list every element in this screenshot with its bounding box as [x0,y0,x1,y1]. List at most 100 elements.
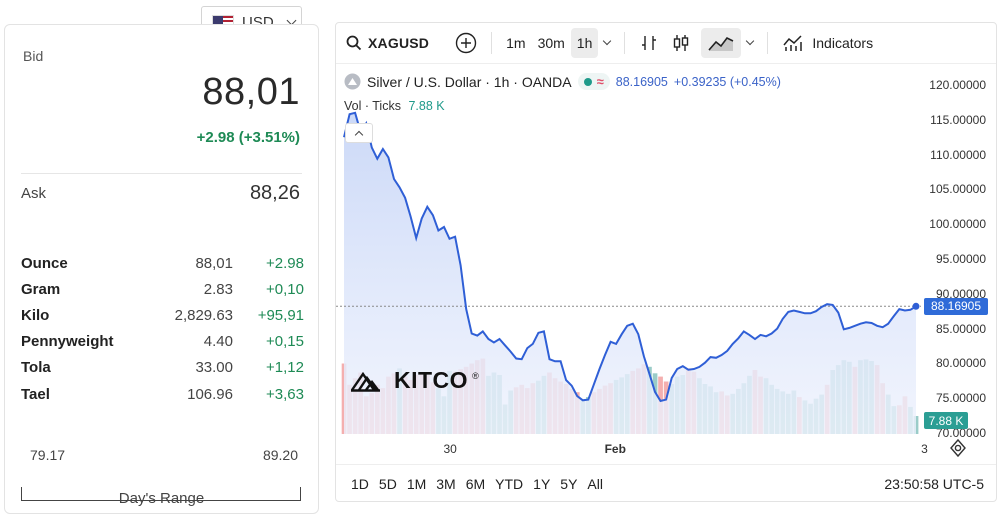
toolbar-divider [767,32,769,54]
interval-1h[interactable]: 1h [570,28,599,58]
toolbar-divider [491,32,493,54]
day-range-high: 89.20 [262,447,298,463]
legend-collapse-button[interactable] [345,123,373,143]
price-axis-tick: 115.00000 [930,112,986,127]
unit-price: 88,01 [195,254,233,272]
interval-1m[interactable]: 1m [506,35,526,51]
range-3m[interactable]: 3M [436,476,456,492]
price-axis-tick: 120.00000 [929,78,986,92]
candlestick-icon [674,35,689,51]
range-6m[interactable]: 6M [465,476,486,492]
unit-change: +3,63 [266,385,304,403]
unit-change: +2.98 [266,254,304,272]
range-1d[interactable]: 1D [351,476,369,492]
price-axis-tick: 95.00000 [935,252,986,266]
bars-icon [642,36,657,50]
unit-row-tael: Tael 106.96 +3,63 [21,381,304,407]
area-chart-icon [708,36,734,51]
last-price-dot [912,302,920,310]
price-axis-tick: 100.00000 [929,217,986,232]
price-chart[interactable] [336,23,997,502]
volume-legend: Vol · Ticks 7.88 K [344,99,445,113]
unit-row-tola: Tola 33.00 +1,12 [21,355,304,381]
ask-price: 88,26 [249,182,300,204]
unit-name: Tael [21,385,50,403]
indicators-icon [783,35,803,51]
chart-clock[interactable]: 23:50:58 UTC-5 [884,476,984,492]
price-area-fill [344,112,916,435]
indicators-label: Indicators [812,35,874,51]
unit-row-ounce: Ounce 88,01 +2.98 [21,250,304,276]
price-axis-tick: 90.00000 [935,286,986,301]
unit-row-pennyweight: Pennyweight 4.40 +0,15 [21,329,304,355]
time-axis-tick: 30 [443,442,457,456]
toolbar-divider [624,32,626,54]
price-axis-tick: 110.00000 [930,147,986,162]
interval-30m[interactable]: 30m [537,35,565,51]
unit-name: Ounce [21,254,68,272]
time-axis-tick: Feb [604,442,626,456]
legend-title: Silver / U.S. Dollar · 1h · OANDA [367,73,572,90]
price-axis-tick: 80.00000 [935,356,986,371]
last-price-tag: 88.16905 [924,297,988,315]
unit-change: +95,91 [257,306,304,324]
candles-style-button[interactable] [665,28,697,58]
chart-widget: XAGUSD 1m 30m 1h [335,22,997,502]
legend-last-price: 88.16905 [615,74,668,89]
chevron-up-icon [354,130,364,140]
symbol-label: XAGUSD [368,35,430,51]
bid-label: Bid [23,48,44,64]
price-card: Bid 88,01 +2.98 (+3.51%) Ask 88,26 Ounce… [4,24,319,514]
day-range-bar [21,487,301,501]
kitco-logo-icon [351,371,380,392]
legend-change: +0.39235 (+0.45%) [673,74,781,89]
day-range-label: Day's Range [118,490,205,507]
unit-price: 2,829.63 [174,306,233,324]
unit-row-gram: Gram 2.83 +0,10 [21,276,304,302]
unit-name: Pennyweight [21,333,114,351]
unit-name: Tola [21,359,51,377]
unit-name: Gram [21,280,61,298]
range-bar: 1D 5D 1M 3M 6M YTD 1Y 5Y All 23:50:58 UT… [336,464,996,501]
unit-price: 2.83 [203,280,233,298]
range-5d[interactable]: 5D [378,476,397,492]
volume-legend-value: 7.88 K [408,99,445,113]
price-axis-tick: 105.00000 [929,182,986,197]
unit-change: +0,10 [266,280,304,298]
unit-price: 106.96 [187,385,233,403]
bid-price: 88,01 [202,71,300,113]
price-line [343,111,917,403]
indicators-button[interactable]: Indicators [776,28,879,58]
day-range-low: 79.17 [30,447,66,463]
market-status-badge: ≈ [577,73,610,90]
unit-name: Kilo [21,306,50,324]
range-ytd[interactable]: YTD [495,476,524,492]
price-axis-tick: 75.00000 [935,391,986,406]
range-all[interactable]: All [587,476,603,492]
range-1y[interactable]: 1Y [533,476,551,492]
scale-settings-icon[interactable] [948,438,968,458]
plus-circle-icon [455,32,477,54]
search-icon [346,35,362,51]
symbol-search-button[interactable]: XAGUSD [340,28,435,58]
divider [21,173,302,174]
market-open-dot-icon [583,77,592,86]
kitco-logo: KITCO ® [350,367,479,394]
unit-row-kilo: Kilo 2,829.63 +95,91 [21,302,304,328]
volume-legend-label: Vol · Ticks [344,99,401,113]
unit-price: 4.40 [203,333,233,351]
bars-style-button[interactable] [633,28,665,58]
registered-mark: ® [472,370,479,381]
chart-legend: Silver / U.S. Dollar · 1h · OANDA ≈ 88.1… [344,73,781,90]
time-axis-tick: 3 [921,442,928,456]
range-1m[interactable]: 1M [406,476,427,492]
volume-bar [913,416,919,434]
area-style-button[interactable] [701,28,742,58]
compare-add-button[interactable] [449,28,483,58]
range-5y[interactable]: 5Y [560,476,578,492]
delayed-data-icon: ≈ [596,74,604,89]
chart-toolbar: XAGUSD 1m 30m 1h [336,23,996,64]
unit-price-table: Ounce 88,01 +2.98 Gram 2.83 +0,10 Kilo 2… [21,250,304,407]
ask-label: Ask [21,185,47,202]
